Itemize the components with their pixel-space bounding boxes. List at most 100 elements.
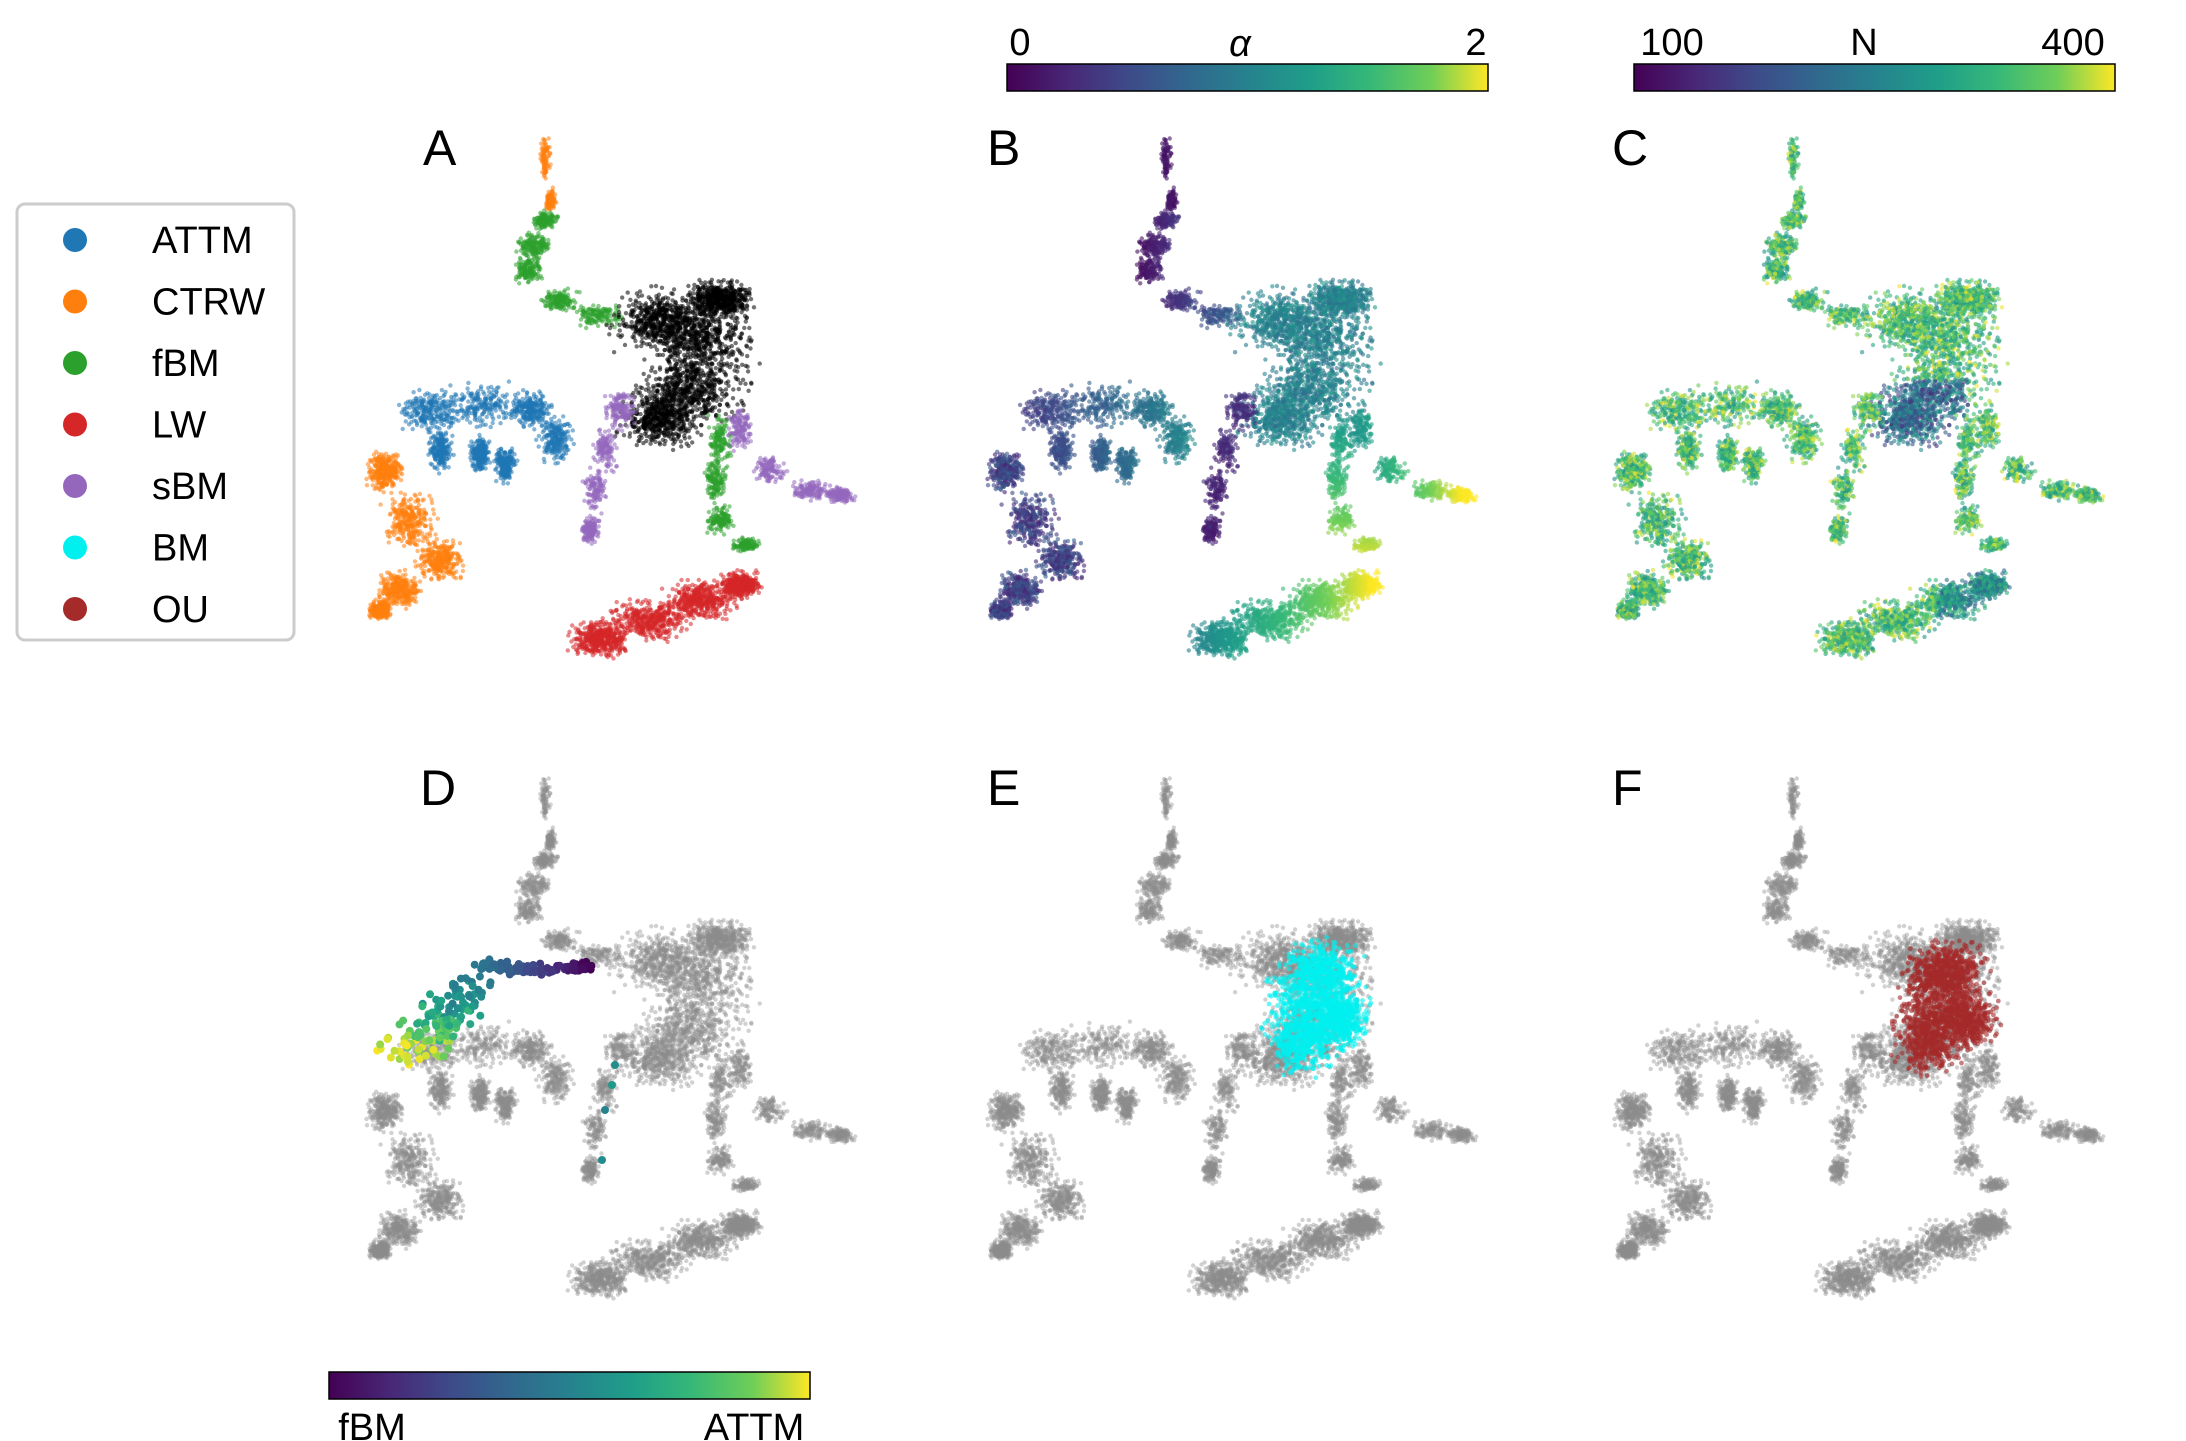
scatter-point [558, 306, 562, 310]
legend-marker-ctrw [63, 290, 87, 314]
colorbar-transition-gradient [329, 1372, 810, 1399]
scatter-point [566, 286, 570, 290]
scatter-point [635, 344, 639, 348]
scatter-point [739, 399, 743, 403]
scatter-point [634, 388, 638, 392]
scatter-point [523, 265, 527, 269]
colorbar-n-min: 100 [1640, 22, 1703, 64]
scatter-point [532, 248, 536, 252]
scatter-point [544, 176, 548, 180]
legend-marker-ou [63, 597, 87, 621]
scatter-point [543, 141, 547, 145]
scatter-point [716, 279, 720, 283]
scatter-point [632, 336, 636, 340]
legend-label-sbm: sBM [152, 466, 228, 508]
scatter-point [531, 274, 535, 278]
scatter-point [739, 310, 743, 314]
scatter-point [549, 305, 553, 309]
scatter-point [536, 275, 540, 279]
scatter-point [540, 235, 544, 239]
scatter-point [535, 256, 539, 260]
scatter-point [563, 301, 567, 305]
panel-label-b: B [987, 120, 1020, 176]
scatter-point [742, 403, 746, 407]
legend-label-ctrw: CTRW [152, 282, 265, 324]
scatter-point [554, 200, 558, 204]
scatter-point [718, 387, 722, 391]
legend-marker-lw [63, 413, 87, 437]
scatter-point [663, 348, 667, 352]
scatter-point [605, 312, 609, 316]
scatter-point [536, 231, 540, 235]
scatter-point [523, 276, 527, 280]
scatter-point [586, 308, 590, 312]
scatter-point [646, 382, 650, 386]
scatter-point [577, 290, 581, 294]
legend-marker-fbm [63, 351, 87, 375]
scatter-point [584, 326, 588, 330]
scatter-point [581, 309, 585, 313]
scatter-point [547, 136, 551, 140]
scatter-point [604, 318, 608, 322]
scatter-point [528, 262, 532, 266]
scatter-point [737, 387, 741, 391]
colorbar-alpha-max: 2 [1465, 22, 1486, 64]
scatter-point [714, 366, 718, 370]
scatter-point [573, 300, 577, 304]
colorbar-n-gradient [1634, 64, 2115, 91]
scatter-point [525, 242, 529, 246]
scatter-point [548, 210, 552, 214]
scatter-point [624, 311, 628, 315]
colorbar-transition: fBM ATTM [329, 1372, 810, 1441]
scatter-point [699, 433, 703, 437]
legend-marker-sbm [63, 474, 87, 498]
scatter-point [739, 283, 743, 287]
scatter-point [554, 305, 558, 309]
scatter-point [626, 290, 630, 294]
scatter-point [758, 361, 762, 365]
scatter-point [647, 374, 651, 378]
scatter-point [541, 150, 545, 154]
scatter-point [519, 236, 523, 240]
scatter-point [540, 245, 544, 249]
scatter-point [517, 281, 521, 285]
scatter-point [692, 415, 696, 419]
scatter-point [658, 367, 662, 371]
scatter-point [734, 357, 738, 361]
scatter-point [518, 256, 522, 260]
scatter-point [644, 439, 648, 443]
scatter-point [717, 409, 721, 413]
scatter-point [653, 370, 657, 374]
scatter-point [543, 170, 547, 174]
scatter-point [589, 312, 593, 316]
scatter-point [521, 245, 525, 249]
colorbar-alpha: 0 α 2 [1007, 22, 1488, 91]
scatter-point [749, 297, 753, 301]
scatter-point [596, 324, 600, 328]
scatter-point [746, 389, 750, 393]
colorbar-n-label: N [1850, 22, 1877, 64]
scatter-point [746, 369, 750, 373]
colorbar-alpha-symbol: α [1229, 23, 1252, 65]
panel-a-scatter [364, 136, 857, 660]
colorbar-transition-max: ATTM [704, 1407, 805, 1441]
scatter-point [537, 218, 541, 222]
scatter-point [575, 310, 579, 314]
scatter-point [686, 444, 690, 448]
panel-label-f: F [1612, 760, 1643, 816]
scatter-point [734, 377, 738, 381]
scatter-point [604, 323, 608, 327]
scatter-point [591, 303, 595, 307]
scatter-point [514, 249, 518, 253]
scatter-point [617, 315, 621, 319]
scatter-point [532, 220, 536, 224]
scatter-point [604, 308, 608, 312]
scatter-point [530, 269, 534, 273]
scatter-point [718, 403, 722, 407]
scatter-point [730, 316, 734, 320]
scatter-point [551, 185, 555, 189]
scatter-point [612, 350, 616, 354]
scatter-point [550, 191, 554, 195]
scatter-point [544, 147, 548, 151]
